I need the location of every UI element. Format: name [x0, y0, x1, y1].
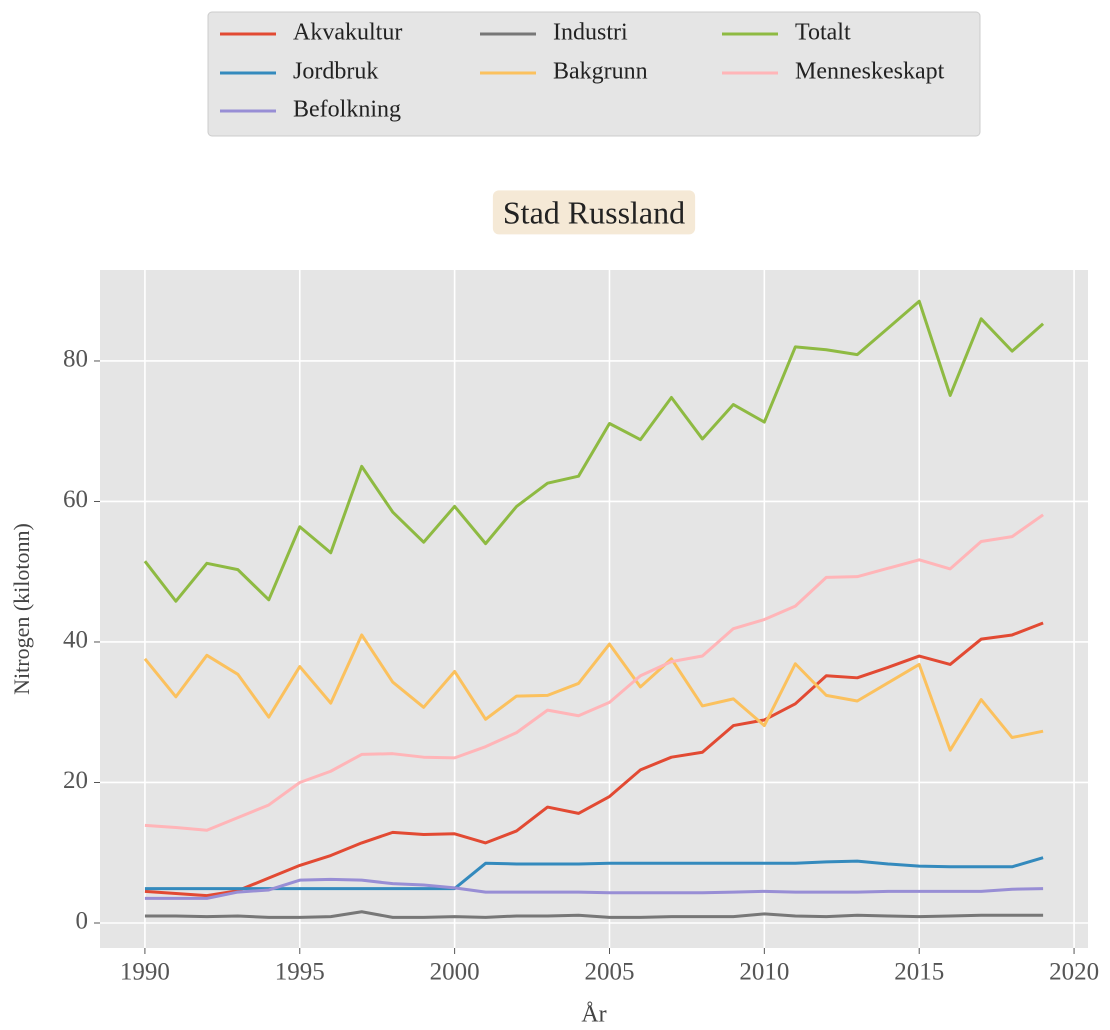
legend-label: Jordbruk [293, 59, 378, 85]
x-tick-label: 2010 [739, 959, 789, 986]
legend-label: Menneskeskapt [795, 59, 945, 85]
y-tick-label: 20 [63, 767, 88, 794]
y-tick-label: 60 [63, 486, 88, 513]
chart-title: Stad Russland [503, 194, 685, 230]
series-line [144, 856, 1044, 891]
legend-label: Bakgrunn [553, 59, 648, 85]
y-tick-label: 40 [63, 627, 88, 654]
series-line [144, 910, 1044, 919]
legend-label: Akvakultur [293, 20, 402, 46]
series-line [144, 877, 1044, 900]
legend-label: Totalt [795, 20, 851, 46]
y-tick-label: 80 [63, 346, 88, 373]
y-tick-label: 0 [76, 908, 89, 935]
legend-label: Befolkning [293, 97, 401, 123]
x-tick-label: 1990 [120, 959, 170, 986]
x-tick-label: 2000 [430, 959, 480, 986]
series-line [143, 633, 1044, 752]
plot-area [100, 270, 1088, 948]
x-tick-label: 1995 [275, 959, 325, 986]
x-tick-label: 2005 [584, 959, 634, 986]
series-line [143, 299, 1045, 603]
legend-label: Industri [553, 20, 628, 46]
x-tick-label: 2015 [894, 959, 944, 986]
series-line [144, 513, 1044, 832]
legend-box [207, 11, 981, 137]
x-tick-label: 2020 [1049, 959, 1099, 986]
x-axis-label: År [581, 1002, 606, 1028]
series-line [144, 621, 1044, 898]
title-box [492, 190, 696, 235]
y-axis-label: Nitrogen (kilotonn) [9, 523, 34, 695]
